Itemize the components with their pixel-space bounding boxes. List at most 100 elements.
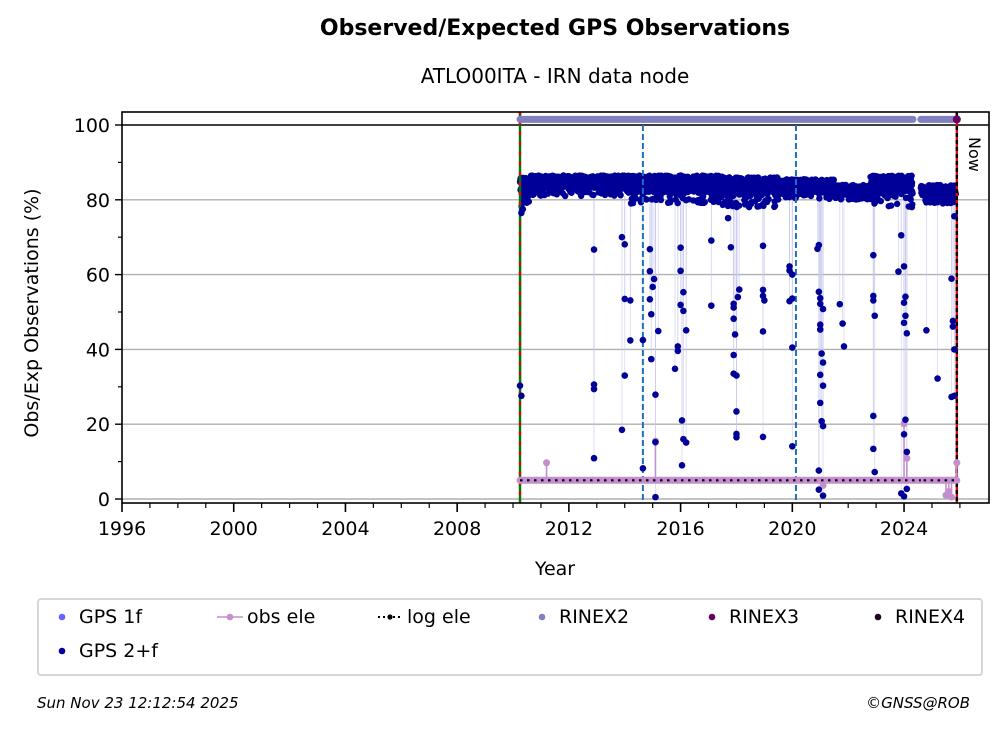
gps-2f-point (730, 315, 737, 323)
gps-2f-point (819, 492, 827, 499)
gps-2f-point (650, 275, 658, 283)
gps-2f-point (900, 319, 908, 327)
timestamp: Sun Nov 23 12:12:54 2025 (37, 694, 239, 712)
gps-2f-point (647, 355, 655, 363)
gps-2f-point (727, 243, 735, 251)
gps-2f-point (761, 297, 768, 304)
chart-subtitle: ATLO00ITA - IRN data node (420, 64, 690, 88)
gps-2f-point (840, 343, 848, 350)
gps-2f-point (525, 198, 533, 205)
gps-2f-point (682, 327, 690, 334)
obs-ele-point (953, 459, 961, 467)
legend-item: RINEX4 (865, 606, 965, 628)
gps-2f-point (708, 237, 715, 244)
gps-2f-point (561, 192, 569, 200)
gps-2f-point (819, 422, 827, 430)
gps-2f-point (909, 190, 916, 197)
gps-2f-point (667, 197, 674, 204)
y-axis-label: Obs/Exp Observations (%) (21, 188, 43, 437)
gps-2f-point (816, 195, 823, 202)
gps-2f-point (818, 350, 825, 357)
y-axis-ticks: 0 20 40 60 80 100 (74, 115, 122, 511)
gps-2f-point (677, 267, 684, 275)
gps-2f-point (730, 351, 737, 359)
gps-2f-point (771, 202, 779, 210)
gps-2f-point (893, 200, 901, 208)
gps-2f-point (870, 412, 877, 420)
data-connectors (519, 196, 955, 498)
gps-2f-point (759, 242, 767, 250)
gps-2f-point (816, 399, 824, 407)
obs-ele-point (903, 454, 911, 462)
legend-label: RINEX3 (729, 606, 800, 628)
gps-2f-point (649, 283, 656, 291)
gps-2f-point (646, 295, 654, 303)
data-series (516, 115, 961, 501)
chart-plot: 1996 2000 2004 2008 2012 2016 2020 2024 0 20 40 60… (21, 111, 990, 580)
gps-2f-point (819, 305, 827, 313)
gps-2f-point (632, 195, 639, 202)
gps-2f-point (877, 197, 884, 205)
gps-2f-point (643, 196, 650, 203)
gps-2f-point (639, 336, 647, 344)
gps-2f-point (621, 372, 629, 379)
gps-2f-point (870, 297, 877, 304)
gps-2f-point (950, 198, 957, 206)
gps-2f-point (836, 300, 844, 308)
gps-2f-point (900, 299, 908, 306)
gps-2f-point (815, 467, 823, 474)
gps-2f-point (789, 344, 796, 351)
gps-2f-point (590, 191, 597, 199)
legend-label: GPS 2+f (79, 640, 158, 662)
gps-2f-point (903, 485, 911, 493)
axes-box (121, 111, 990, 504)
gps-2f-point (951, 212, 958, 220)
gps-2f-point (903, 448, 911, 456)
copyright: ©GNSS@ROB (866, 694, 970, 712)
gps-2f-point (652, 391, 659, 398)
gps-2f-point (871, 468, 879, 476)
gps-2f-point (680, 307, 687, 315)
gps-2f-point (816, 300, 824, 308)
gps-2f-point (682, 439, 690, 446)
gps-2f-point (674, 347, 682, 355)
gps-2f-point (617, 192, 624, 199)
y-tick-label: 40 (86, 339, 110, 361)
gps-2f-point (923, 327, 930, 334)
legend: GPS 1f obs ele log ele RINEX2 RINEX3 RINEX4 GP… (37, 598, 983, 676)
gps-2f-point (786, 297, 793, 305)
chart-title: Observed/Expected GPS Observations (319, 16, 791, 41)
y-tick-label: 80 (86, 190, 110, 212)
gps-2f-point (621, 241, 629, 248)
gps-2f-point (870, 445, 877, 453)
gps-2f-point (897, 232, 905, 239)
gps-2f-point (733, 433, 740, 441)
gps-2f-point (816, 371, 824, 379)
gps-2f-point (948, 275, 955, 283)
gps-2f-point (816, 294, 824, 302)
gps-2f-point (618, 233, 626, 241)
x-tick-label: 2016 (656, 518, 704, 540)
gps-2f-point (639, 465, 647, 472)
gps-2f-point (815, 486, 823, 493)
gps-2f-point (765, 195, 772, 203)
axes-frame (121, 111, 990, 504)
gps-2f-point (519, 205, 527, 213)
gps-2f-point (819, 359, 827, 366)
gps-2f-point (870, 251, 877, 259)
gps-2f-point (839, 320, 846, 327)
gps-2f-point (908, 179, 916, 186)
x-tick-label: 2008 (433, 518, 481, 540)
gps-2f-point (895, 268, 902, 275)
gps-2f-point (902, 416, 909, 424)
gps-2f-point (775, 196, 782, 203)
gps-2f-point (657, 196, 665, 204)
gps-2f-point (759, 433, 767, 441)
obs-ele-point (945, 488, 953, 496)
gps-2f-point (590, 246, 598, 253)
legend-marker-icon (865, 607, 891, 627)
gps-2f-point (678, 417, 686, 424)
gps-2f-point (629, 199, 637, 207)
obs-ele-point (543, 459, 551, 467)
gps-2f-point (735, 286, 743, 293)
